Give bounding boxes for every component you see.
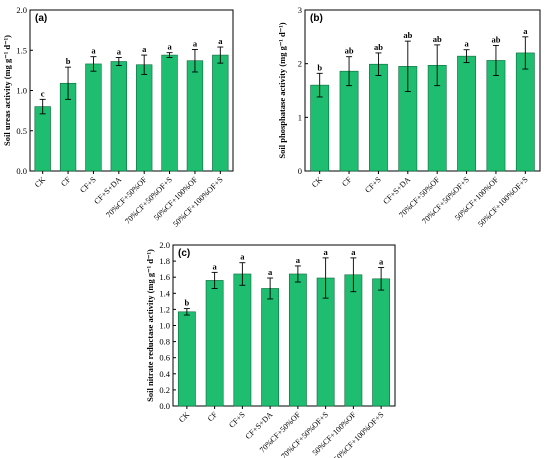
y-tick-label: 0.2 [159, 385, 170, 395]
panel-label: (a) [35, 13, 47, 24]
y-tick-label: 1.0 [16, 86, 27, 96]
significance-letter: a [379, 257, 384, 267]
significance-letter: ab [433, 34, 442, 44]
y-tick-label: 1.8 [159, 256, 170, 266]
bar [339, 70, 359, 172]
significance-letter: a [268, 267, 273, 277]
bar [136, 64, 153, 172]
y-tick-label: 2.0 [159, 240, 170, 250]
y-tick-label: 0.5 [16, 126, 27, 136]
category-label: 50%CF+100%OF+S [171, 175, 225, 229]
significance-letter: a [91, 46, 96, 56]
y-tick-label: 1.0 [159, 321, 170, 331]
significance-letter: ab [403, 30, 412, 40]
chart-panel-2: 0 1 2 3 Soil phosphatase activity (mg g⁻¹ d⁻… [277, 5, 541, 229]
category-label: CF [206, 410, 220, 424]
significance-letter: a [351, 247, 356, 257]
y-tick-label: 1 [298, 112, 302, 122]
significance-letter: a [523, 26, 528, 36]
y-tick-label: 1.6 [159, 272, 170, 282]
bar [110, 61, 127, 172]
y-tick-label: 2.0 [16, 5, 27, 15]
bar [310, 84, 330, 172]
category-label: CF [340, 175, 354, 189]
category-label: 50%CF+100%OF [152, 175, 200, 223]
plot-frame [304, 9, 541, 172]
bar [457, 55, 476, 172]
significance-letter: a [464, 39, 469, 49]
significance-letter: a [324, 247, 329, 257]
category-label: CF+S [363, 175, 383, 195]
category-label: CK [177, 410, 191, 424]
category-label: CF+S [78, 175, 98, 195]
significance-letter: a [167, 42, 172, 52]
bar [161, 54, 178, 172]
y-tick-label: 0.0 [159, 401, 170, 411]
panel-label: (b) [310, 13, 323, 24]
y-tick-label: 0.4 [159, 369, 170, 379]
significance-letter: a [218, 36, 223, 46]
significance-letter: a [213, 261, 218, 271]
panel-label: (c) [178, 248, 190, 259]
bar [233, 273, 252, 407]
significance-letter: a [193, 38, 198, 48]
category-label: CK [310, 175, 324, 189]
significance-letter: a [296, 255, 301, 265]
bar [186, 60, 204, 172]
bar [177, 311, 196, 407]
y-tick-label: 3 [298, 5, 302, 15]
significance-letter: b [66, 56, 71, 66]
y-tick-label: 1.4 [159, 288, 170, 298]
y-axis-label: Soil nitrate reductase activity (mg g⁻¹ … [145, 249, 155, 402]
bar [369, 63, 388, 172]
y-tick-label: 0.0 [16, 166, 27, 176]
bar [261, 288, 280, 407]
significance-letter: ab [374, 42, 383, 52]
significance-letter: a [117, 46, 122, 56]
category-label: CF+S [227, 410, 247, 430]
category-label: 50%CF+100%OF+S [476, 175, 530, 229]
y-tick-label: 2 [298, 59, 302, 69]
significance-letter: a [142, 44, 147, 54]
significance-letter: c [41, 88, 45, 98]
significance-letter: ab [345, 46, 354, 56]
significance-letter: b [317, 62, 322, 72]
bar [34, 106, 51, 172]
bar [85, 63, 102, 172]
y-tick-label: 1.2 [159, 304, 170, 314]
significance-letter: ab [491, 34, 500, 44]
bar [288, 273, 307, 407]
y-axis-label: Soil phosphatase activity (mg g⁻¹ d⁻¹) [277, 22, 287, 158]
y-tick-label: 1.5 [16, 45, 27, 55]
bar [515, 52, 535, 172]
chart-panel-1: 0.0 0.5 1.0 1.5 2.0 Soil ureas activity (mg g… [2, 5, 234, 229]
chart-panel-3: 0.0 0.2 0.4 0.6 0.8 1.0 1.2 1.4 1.6 1.8 2.0 Soil ni… [145, 240, 396, 458]
bar [205, 280, 224, 407]
bar [372, 278, 391, 407]
y-axis-label: Soil ureas activity (mg g⁻¹ d⁻¹) [2, 35, 12, 146]
significance-letter: a [240, 252, 245, 262]
bar [212, 54, 229, 172]
y-tick-label: 0.6 [159, 353, 170, 363]
category-label: CK [33, 175, 47, 189]
significance-letter: b [185, 298, 190, 308]
y-tick-label: 0 [298, 166, 302, 176]
bar [344, 274, 363, 407]
bar [486, 60, 506, 172]
y-tick-label: 0.8 [159, 337, 170, 347]
category-label: CF [59, 175, 73, 189]
